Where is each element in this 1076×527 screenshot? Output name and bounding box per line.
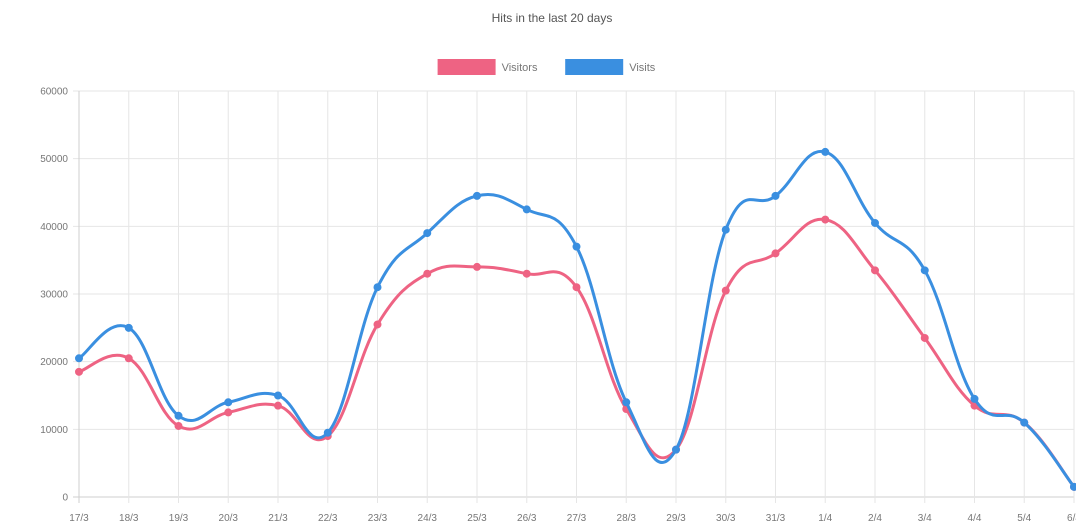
x-tick-label: 30/3 — [716, 513, 736, 524]
x-tick-label: 24/3 — [418, 513, 438, 524]
x-tick-label: 22/3 — [318, 513, 338, 524]
x-tick-label: 20/3 — [219, 513, 239, 524]
data-point[interactable] — [771, 191, 780, 200]
series-layer — [75, 147, 1076, 491]
data-point[interactable] — [473, 191, 481, 200]
x-tick-label: 31/3 — [766, 513, 786, 524]
y-tick-label: 10000 — [40, 425, 68, 436]
series-visitors — [75, 215, 1076, 491]
series-line — [78, 149, 1076, 488]
data-point[interactable] — [124, 354, 133, 363]
y-tick-label: 40000 — [40, 222, 68, 233]
data-point[interactable] — [423, 229, 432, 238]
x-tick-label: 28/3 — [617, 513, 637, 524]
x-tick-label: 1/4 — [818, 513, 832, 524]
data-point[interactable] — [274, 401, 282, 410]
x-tick-label: 6/4 — [1067, 513, 1076, 524]
series-visits — [75, 147, 1076, 491]
data-point[interactable] — [821, 215, 830, 224]
data-point[interactable] — [871, 218, 879, 227]
x-tick-label: 18/3 — [119, 513, 139, 524]
data-point[interactable] — [920, 333, 929, 342]
x-tick-label: 25/3 — [467, 513, 487, 524]
data-point[interactable] — [721, 225, 730, 234]
legend-item-visitors[interactable]: Visitors — [437, 59, 538, 75]
y-tick-label: 0 — [62, 493, 68, 504]
data-point[interactable] — [821, 147, 830, 156]
legend-swatch — [437, 59, 496, 75]
data-point[interactable] — [1070, 482, 1076, 491]
data-point[interactable] — [473, 262, 481, 271]
data-point[interactable] — [522, 269, 531, 278]
grid — [73, 90, 1075, 503]
data-point[interactable] — [124, 323, 133, 332]
data-point[interactable] — [572, 242, 581, 251]
x-tick-label: 26/3 — [517, 513, 537, 524]
data-point[interactable] — [721, 286, 730, 295]
data-point[interactable] — [224, 398, 233, 407]
data-point[interactable] — [174, 411, 183, 420]
y-tick-label: 50000 — [40, 154, 68, 165]
legend-item-visits[interactable]: Visits — [565, 59, 656, 75]
data-point[interactable] — [224, 408, 233, 417]
x-tick-label: 19/3 — [169, 513, 189, 524]
y-tick-label: 20000 — [40, 357, 68, 368]
x-tick-label: 17/3 — [69, 513, 89, 524]
legend-label: Visitors — [502, 62, 538, 74]
series-line — [78, 217, 1076, 488]
data-point[interactable] — [771, 249, 780, 258]
data-point[interactable] — [522, 205, 531, 214]
data-point[interactable] — [274, 391, 282, 400]
legend: Visitors Visits — [437, 59, 656, 75]
data-point[interactable] — [672, 445, 680, 454]
chart-title: Hits in the last 20 days — [492, 11, 613, 25]
x-axis-ticks: 17/3 18/3 19/3 20/3 21/3 22/3 23/3 24/3 25/3 26/3… — [69, 513, 1076, 524]
x-tick-label: 21/3 — [268, 513, 288, 524]
data-point[interactable] — [871, 266, 879, 275]
data-point[interactable] — [373, 320, 382, 329]
x-tick-label: 29/3 — [666, 513, 686, 524]
x-tick-label: 5/4 — [1017, 513, 1031, 524]
legend-swatch — [565, 59, 624, 75]
data-point[interactable] — [1020, 418, 1029, 427]
data-point[interactable] — [622, 398, 631, 407]
y-axis-ticks: 0 10000 20000 30000 40000 50000 60000 — [40, 87, 68, 504]
data-point[interactable] — [373, 283, 382, 292]
data-point[interactable] — [572, 283, 581, 292]
x-tick-label: 3/4 — [918, 513, 932, 524]
y-tick-label: 60000 — [40, 87, 68, 98]
y-tick-label: 30000 — [40, 290, 68, 301]
legend-label: Visits — [629, 62, 656, 74]
data-point[interactable] — [323, 428, 332, 437]
data-point[interactable] — [75, 354, 83, 363]
data-point[interactable] — [174, 421, 183, 430]
x-tick-label: 4/4 — [968, 513, 982, 524]
x-tick-label: 23/3 — [368, 513, 388, 524]
data-point[interactable] — [75, 367, 83, 376]
data-point[interactable] — [920, 266, 929, 275]
data-point[interactable] — [423, 269, 432, 278]
x-tick-label: 2/4 — [868, 513, 882, 524]
data-point[interactable] — [970, 394, 979, 403]
x-tick-label: 27/3 — [567, 513, 587, 524]
